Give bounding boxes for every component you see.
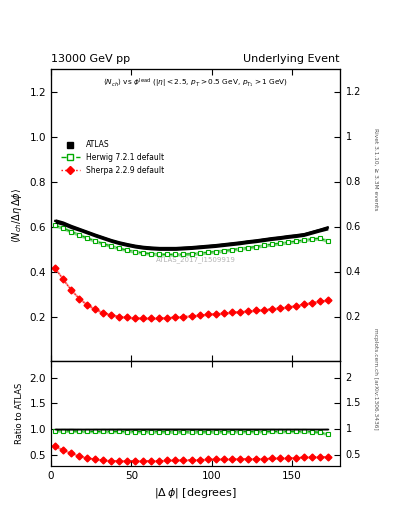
Text: 2: 2 bbox=[346, 373, 352, 383]
Text: 1.5: 1.5 bbox=[346, 398, 361, 409]
Text: Rivet 3.1.10, ≥ 3.3M events: Rivet 3.1.10, ≥ 3.3M events bbox=[373, 127, 378, 210]
Text: Underlying Event: Underlying Event bbox=[243, 54, 340, 64]
Text: 0.4: 0.4 bbox=[346, 267, 361, 276]
Legend: ATLAS, Herwig 7.2.1 default, Sherpa 2.2.9 default: ATLAS, Herwig 7.2.1 default, Sherpa 2.2.… bbox=[58, 137, 167, 178]
Text: 0.8: 0.8 bbox=[346, 177, 361, 186]
Text: 1.2: 1.2 bbox=[346, 87, 361, 97]
Text: 0.6: 0.6 bbox=[346, 222, 361, 231]
Text: 0.2: 0.2 bbox=[346, 311, 361, 322]
Text: 1: 1 bbox=[346, 132, 352, 142]
Text: 13000 GeV pp: 13000 GeV pp bbox=[51, 54, 130, 64]
Text: mcplots.cern.ch [arXiv:1306.3436]: mcplots.cern.ch [arXiv:1306.3436] bbox=[373, 328, 378, 430]
X-axis label: $|\Delta\,\phi|$ [degrees]: $|\Delta\,\phi|$ [degrees] bbox=[154, 486, 237, 500]
Text: 0.5: 0.5 bbox=[346, 450, 361, 460]
Text: $\langle N_{ch}\rangle$ vs $\phi^{\rm lead}$ ($|\eta|<2.5,\,p_T>0.5$ GeV$,\,p_{T: $\langle N_{ch}\rangle$ vs $\phi^{\rm le… bbox=[103, 76, 288, 90]
Text: ATLAS_2017_I1509919: ATLAS_2017_I1509919 bbox=[156, 256, 235, 263]
Y-axis label: Ratio to ATLAS: Ratio to ATLAS bbox=[15, 383, 24, 444]
Y-axis label: $\langle N_{ch} / \Delta\eta\,\Delta\phi \rangle$: $\langle N_{ch} / \Delta\eta\,\Delta\phi… bbox=[10, 188, 24, 243]
Text: 1: 1 bbox=[346, 424, 352, 434]
